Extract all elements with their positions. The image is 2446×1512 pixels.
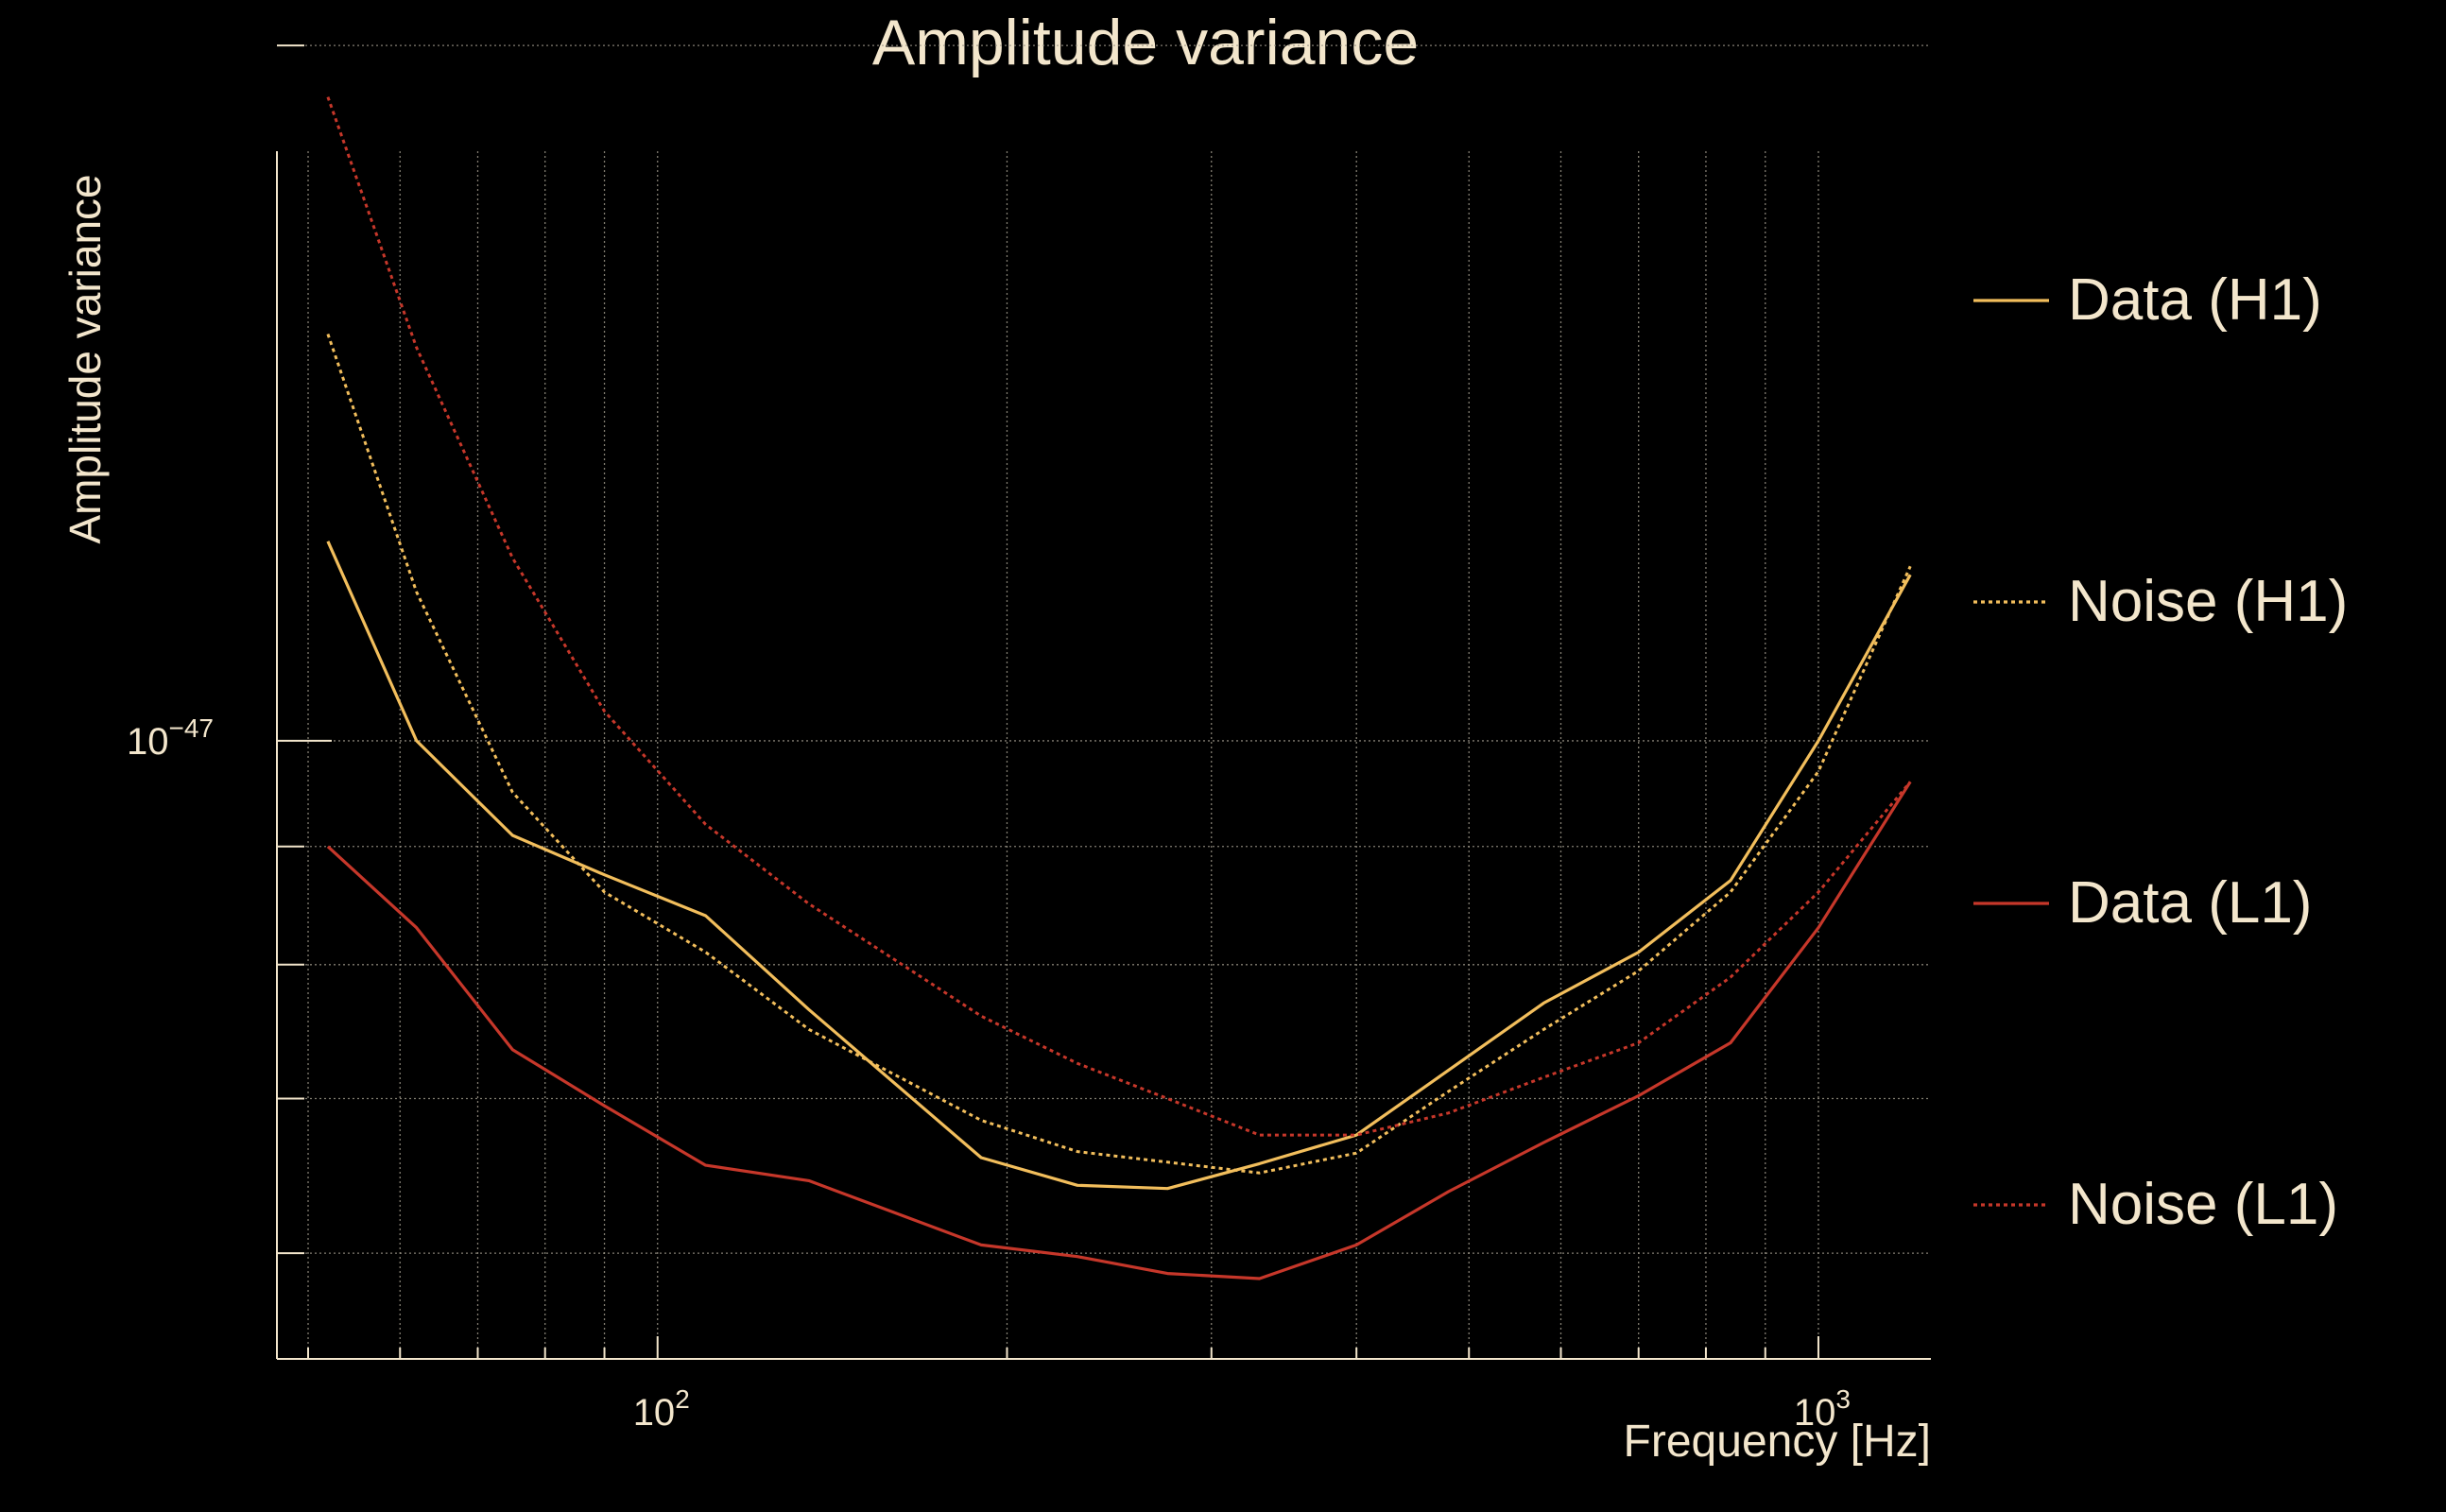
legend-label: Noise (H1) <box>2068 569 2348 634</box>
series-line-3 <box>326 96 1912 1137</box>
legend: Data (H1) Noise (H1) Data (L1) Noise (L1) <box>1973 267 2348 1237</box>
tick-labels: 102 103 10−47 <box>127 713 1851 1434</box>
y-axis-label: Amplitude variance <box>60 174 110 543</box>
x-tick-label: 102 <box>633 1384 690 1434</box>
series-line-2 <box>326 781 1912 1280</box>
series-line-1 <box>326 334 1912 1175</box>
series-layer <box>326 96 1912 1280</box>
legend-label: Data (H1) <box>2068 267 2322 333</box>
legend-label: Noise (L1) <box>2068 1172 2338 1237</box>
x-tick-label: 103 <box>1794 1384 1851 1434</box>
series-line-0 <box>326 541 1912 1191</box>
grid <box>276 44 1931 1360</box>
x-axis-label: Frequency [Hz] <box>1624 1417 1931 1467</box>
y-tick-label: 10−47 <box>127 713 214 763</box>
chart-title: Amplitude variance <box>872 7 1419 78</box>
legend-label: Data (L1) <box>2068 870 2312 936</box>
